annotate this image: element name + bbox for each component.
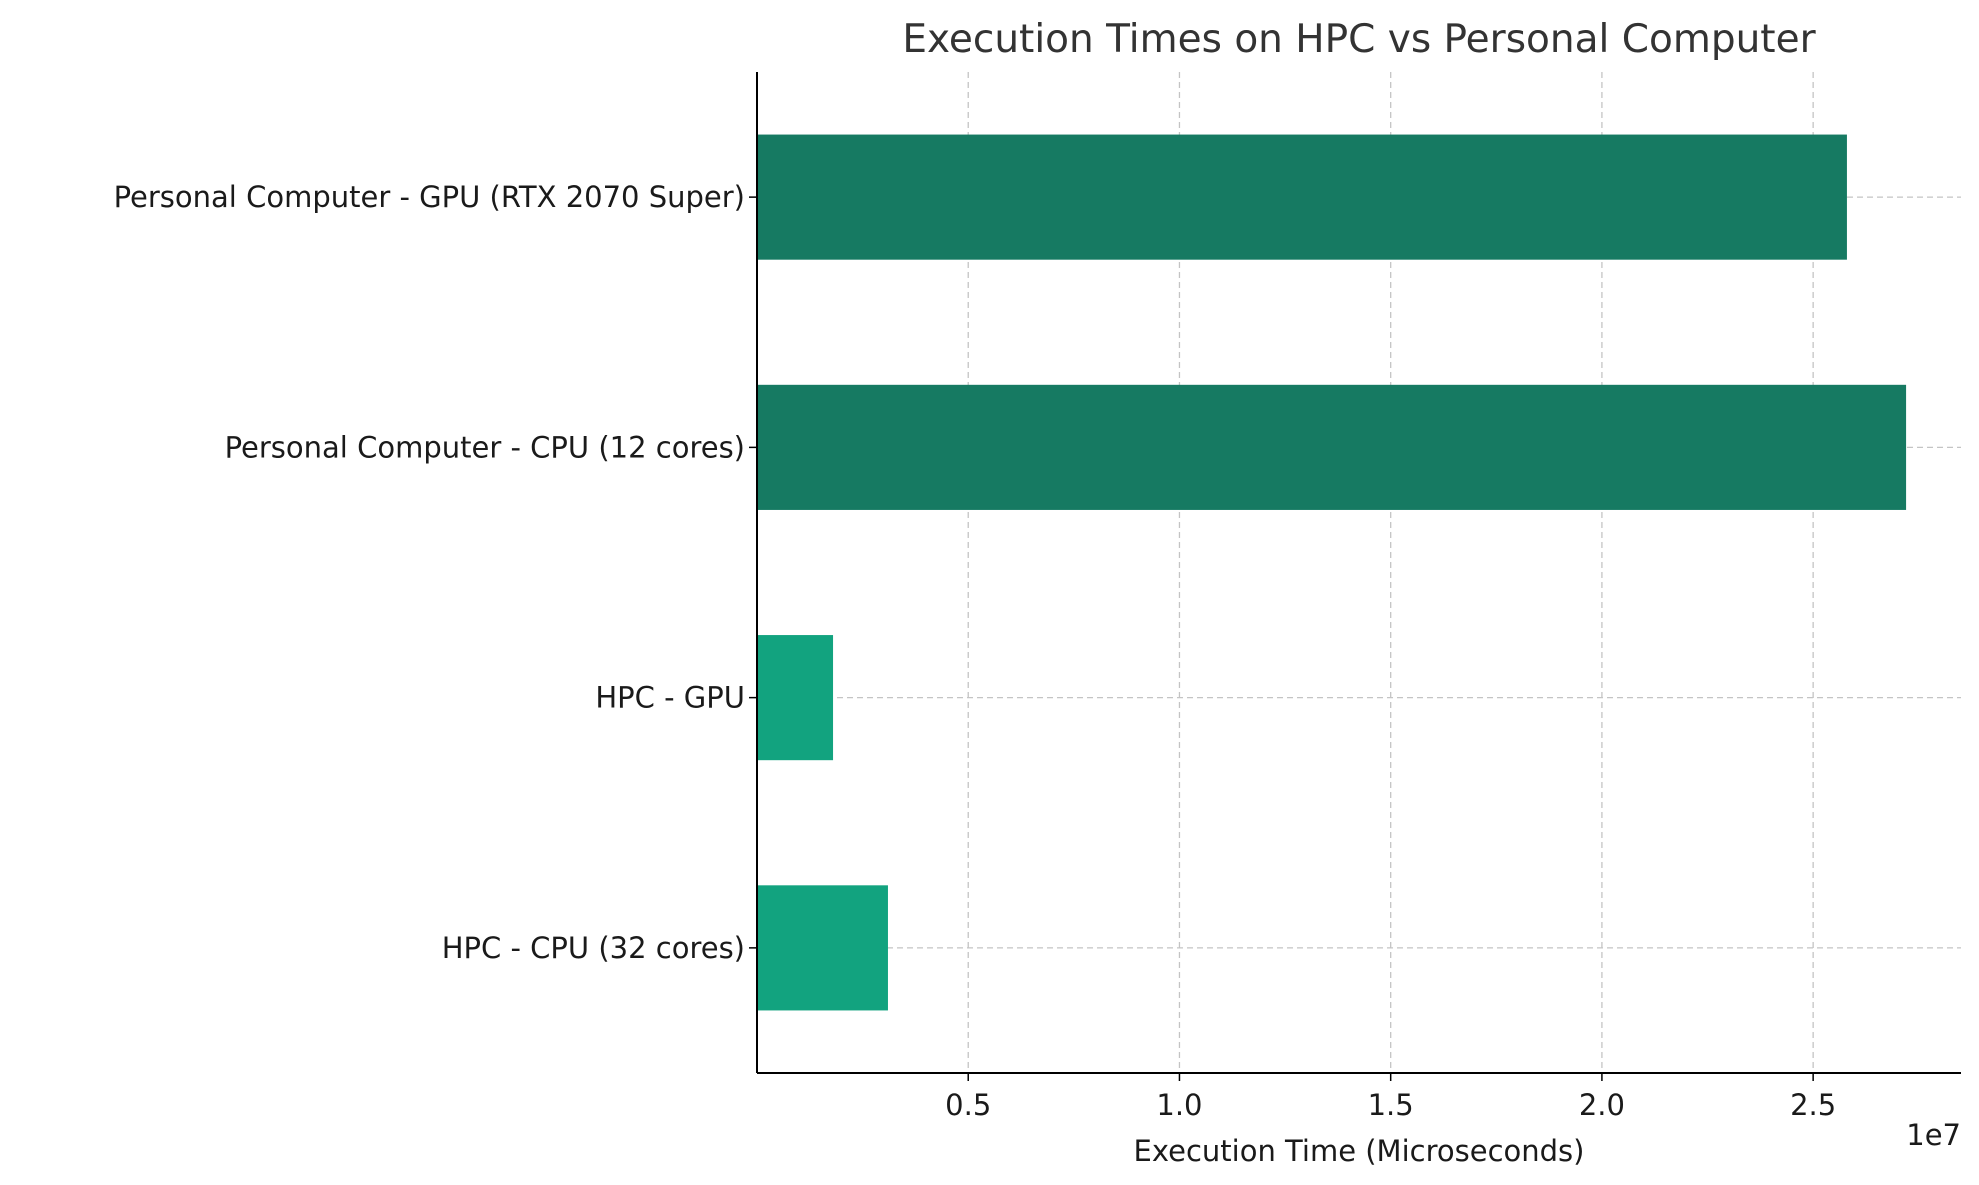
category-label: HPC - CPU (32 cores) [442,931,745,965]
bar [757,885,888,1011]
x-tick-label: 1.0 [1156,1088,1202,1122]
bar [757,134,1847,260]
x-tick-label: 2.0 [1579,1088,1625,1122]
axes-layer [749,72,1961,1081]
bar [757,384,1907,510]
x-tick-label: 2.5 [1790,1088,1836,1122]
bar [757,635,834,761]
x-axis-label: Execution Time (Microseconds) [1134,1134,1585,1168]
category-label: HPC - GPU [595,681,745,715]
category-label: Personal Computer - GPU (RTX 2070 Super) [114,180,745,214]
x-tick-label: 1.5 [1368,1088,1414,1122]
category-label: Personal Computer - CPU (12 cores) [225,430,745,464]
x-axis-offset-label: 1e7 [1906,1118,1961,1152]
x-tick-label: 0.5 [945,1088,991,1122]
chart-title: Execution Times on HPC vs Personal Compu… [902,17,1816,62]
bars-layer [757,134,1907,1011]
labels-layer: 0.5 1.0 1.5 2.0 2.5 Personal Computer - GPU (… [114,180,1837,1122]
